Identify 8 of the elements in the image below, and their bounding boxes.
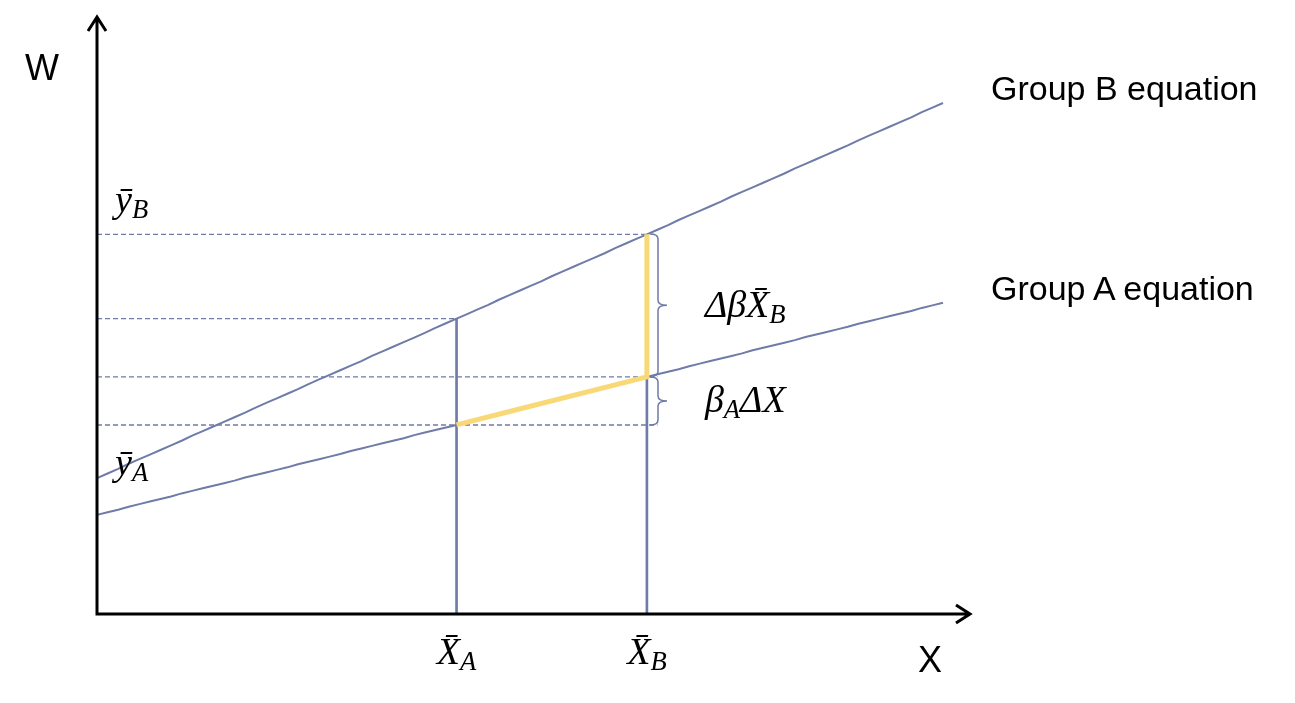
annotation: β$_{A}$ΔX [704,377,786,424]
x-tick-label: X̄$_{A}$ [436,630,477,676]
series-label: Group B equation [991,69,1258,108]
y-axis-title: W [25,46,59,88]
x-tick-label: X̄$_{B}$ [627,630,667,676]
annotation: ΔβX̄$_{B}$ [704,282,786,329]
series-label: Group A equation [991,269,1254,308]
x-axis-title: X [917,638,943,680]
